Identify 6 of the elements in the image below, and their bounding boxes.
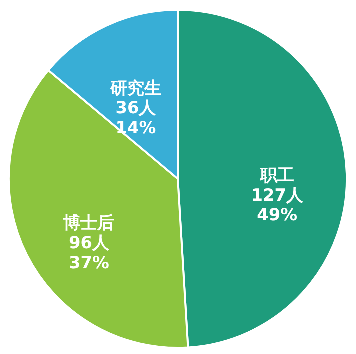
slice-label: 研究生	[109, 78, 162, 98]
slice-label: 博士后	[62, 212, 115, 233]
data-label: 36人 14%	[116, 98, 158, 138]
data-label: 96人 37%	[68, 232, 110, 273]
data-label: 127人 49%	[251, 184, 305, 225]
slice-label: 职工	[259, 164, 294, 185]
